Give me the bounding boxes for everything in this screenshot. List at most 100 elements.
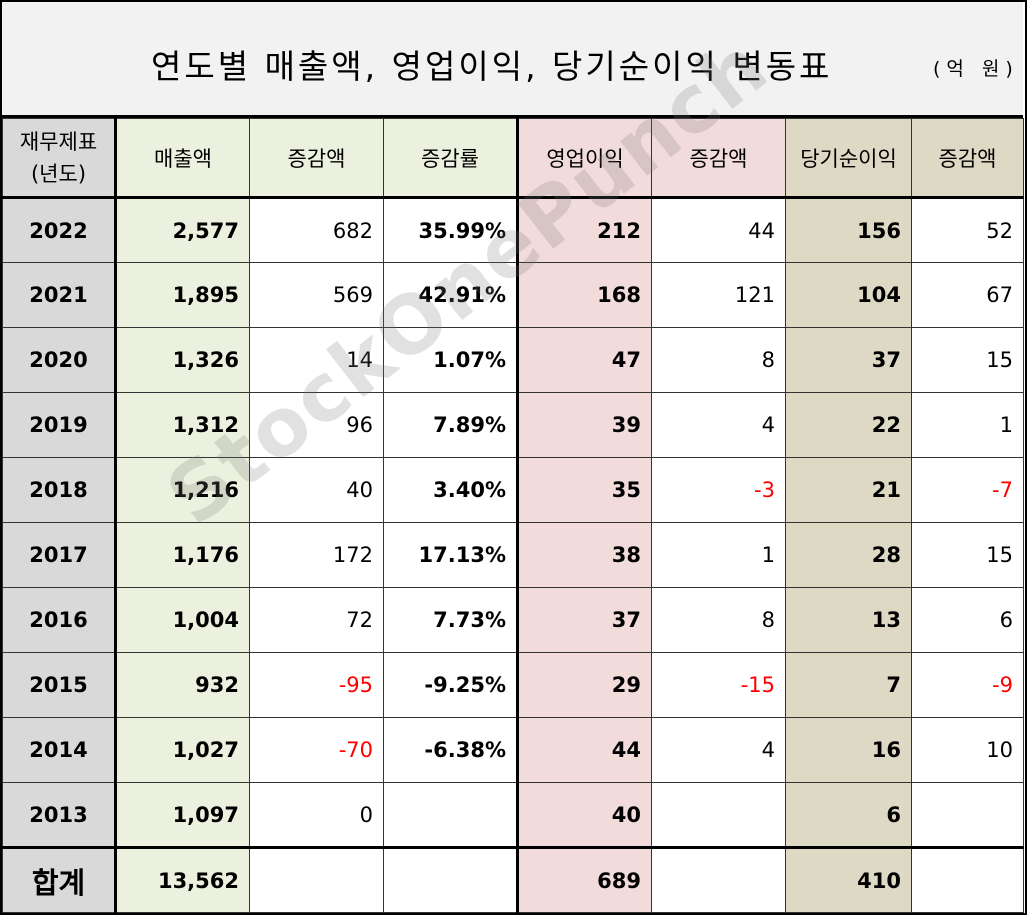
cell-op-change: -3 xyxy=(651,457,786,523)
cell-revenue-rate: 1.07% xyxy=(383,327,518,393)
total-label: 합계 xyxy=(2,846,117,913)
table-row: 2013 1,097 0 40 6 xyxy=(2,782,1024,848)
cell-op-change: 4 xyxy=(651,392,786,458)
cell-year: 2020 xyxy=(2,327,117,393)
header-net-change: 증감액 xyxy=(911,118,1024,199)
cell-year: 2019 xyxy=(2,392,117,458)
cell-revenue-change: 14 xyxy=(249,327,384,393)
cell-revenue-change: 40 xyxy=(249,457,384,523)
table-row: 2017 1,176 172 17.13% 38 1 28 15 xyxy=(2,522,1024,588)
cell-net-income: 13 xyxy=(785,587,912,653)
cell-net-income: 37 xyxy=(785,327,912,393)
total-net-change xyxy=(911,846,1024,913)
table-row: 2019 1,312 96 7.89% 39 4 22 1 xyxy=(2,392,1024,458)
cell-net-income: 28 xyxy=(785,522,912,588)
cell-op-income: 212 xyxy=(516,197,652,263)
cell-revenue-rate xyxy=(383,782,518,848)
cell-op-income: 37 xyxy=(516,587,652,653)
cell-year: 2018 xyxy=(2,457,117,523)
cell-revenue-rate: 7.73% xyxy=(383,587,518,653)
cell-op-change: 1 xyxy=(651,522,786,588)
cell-net-change: 1 xyxy=(911,392,1024,458)
cell-revenue-change: -95 xyxy=(249,652,384,718)
cell-net-income: 16 xyxy=(785,717,912,783)
cell-revenue-rate: 7.89% xyxy=(383,392,518,458)
header-year: 재무제표 (년도) xyxy=(2,118,117,199)
table-row: 2014 1,027 -70 -6.38% 44 4 16 10 xyxy=(2,717,1024,783)
cell-year: 2013 xyxy=(2,782,117,848)
total-revenue-change xyxy=(249,846,384,913)
cell-revenue: 932 xyxy=(115,652,250,718)
cell-year: 2017 xyxy=(2,522,117,588)
cell-year: 2015 xyxy=(2,652,117,718)
cell-revenue: 1,326 xyxy=(115,327,250,393)
cell-revenue-change: -70 xyxy=(249,717,384,783)
table-row: 2018 1,216 40 3.40% 35 -3 21 -7 xyxy=(2,457,1024,523)
cell-year: 2021 xyxy=(2,262,117,328)
cell-revenue-change: 569 xyxy=(249,262,384,328)
cell-op-income: 40 xyxy=(516,782,652,848)
header-revenue-change: 증감액 xyxy=(249,118,384,199)
cell-net-income: 21 xyxy=(785,457,912,523)
cell-net-change: 67 xyxy=(911,262,1024,328)
cell-op-income: 168 xyxy=(516,262,652,328)
header-year-text: 재무제표 (년도) xyxy=(19,129,98,186)
cell-net-change: 15 xyxy=(911,327,1024,393)
cell-net-change: -9 xyxy=(911,652,1024,718)
header-row: 재무제표 (년도) 매출액 증감액 증감률 영업이익 증감액 당기순이익 증감액 xyxy=(2,118,1024,199)
cell-revenue: 1,216 xyxy=(115,457,250,523)
cell-op-change: 121 xyxy=(651,262,786,328)
cell-revenue-rate: 35.99% xyxy=(383,197,518,263)
header-revenue-rate: 증감률 xyxy=(383,118,518,199)
header-net-income: 당기순이익 xyxy=(785,118,912,199)
header-op-change: 증감액 xyxy=(651,118,786,199)
cell-revenue-change: 682 xyxy=(249,197,384,263)
cell-revenue: 1,895 xyxy=(115,262,250,328)
cell-revenue-rate: -9.25% xyxy=(383,652,518,718)
cell-op-income: 35 xyxy=(516,457,652,523)
cell-revenue-rate: 3.40% xyxy=(383,457,518,523)
cell-revenue-rate: -6.38% xyxy=(383,717,518,783)
cell-op-income: 47 xyxy=(516,327,652,393)
cell-op-income: 38 xyxy=(516,522,652,588)
cell-revenue: 1,027 xyxy=(115,717,250,783)
cell-revenue: 2,577 xyxy=(115,197,250,263)
cell-net-change: 52 xyxy=(911,197,1024,263)
cell-op-change xyxy=(651,782,786,848)
cell-net-income: 156 xyxy=(785,197,912,263)
table-row: 2022 2,577 682 35.99% 212 44 156 52 xyxy=(2,197,1024,263)
cell-revenue-change: 72 xyxy=(249,587,384,653)
cell-net-income: 104 xyxy=(785,262,912,328)
cell-revenue-change: 0 xyxy=(249,782,384,848)
table-row: 2016 1,004 72 7.73% 37 8 13 6 xyxy=(2,587,1024,653)
cell-op-income: 44 xyxy=(516,717,652,783)
unit-label: (억 원) xyxy=(933,58,1019,80)
table-row: 2020 1,326 14 1.07% 47 8 37 15 xyxy=(2,327,1024,393)
total-op-change xyxy=(651,846,786,913)
total-row: 합계 13,562 689 410 xyxy=(2,846,1024,913)
cell-op-change: 8 xyxy=(651,327,786,393)
cell-op-change: 4 xyxy=(651,717,786,783)
cell-net-income: 6 xyxy=(785,782,912,848)
cell-year: 2016 xyxy=(2,587,117,653)
cell-op-change: 8 xyxy=(651,587,786,653)
table-row: 2021 1,895 569 42.91% 168 121 104 67 xyxy=(2,262,1024,328)
financial-table: 재무제표 (년도) 매출액 증감액 증감률 영업이익 증감액 당기순이익 증감액… xyxy=(2,118,1024,913)
cell-year: 2022 xyxy=(2,197,117,263)
total-revenue-rate xyxy=(383,846,518,913)
header-op-income: 영업이익 xyxy=(516,118,652,199)
cell-year: 2014 xyxy=(2,717,117,783)
cell-revenue: 1,097 xyxy=(115,782,250,848)
total-op-income: 689 xyxy=(516,846,652,913)
cell-net-income: 22 xyxy=(785,392,912,458)
cell-net-change: -7 xyxy=(911,457,1024,523)
cell-net-income: 7 xyxy=(785,652,912,718)
cell-revenue: 1,312 xyxy=(115,392,250,458)
total-revenue: 13,562 xyxy=(115,846,250,913)
cell-op-change: -15 xyxy=(651,652,786,718)
cell-net-change: 6 xyxy=(911,587,1024,653)
cell-net-change xyxy=(911,782,1024,848)
cell-net-change: 15 xyxy=(911,522,1024,588)
title-bar: 연도별 매출액, 영업이익, 당기순이익 변동표 (억 원) xyxy=(2,2,1023,118)
